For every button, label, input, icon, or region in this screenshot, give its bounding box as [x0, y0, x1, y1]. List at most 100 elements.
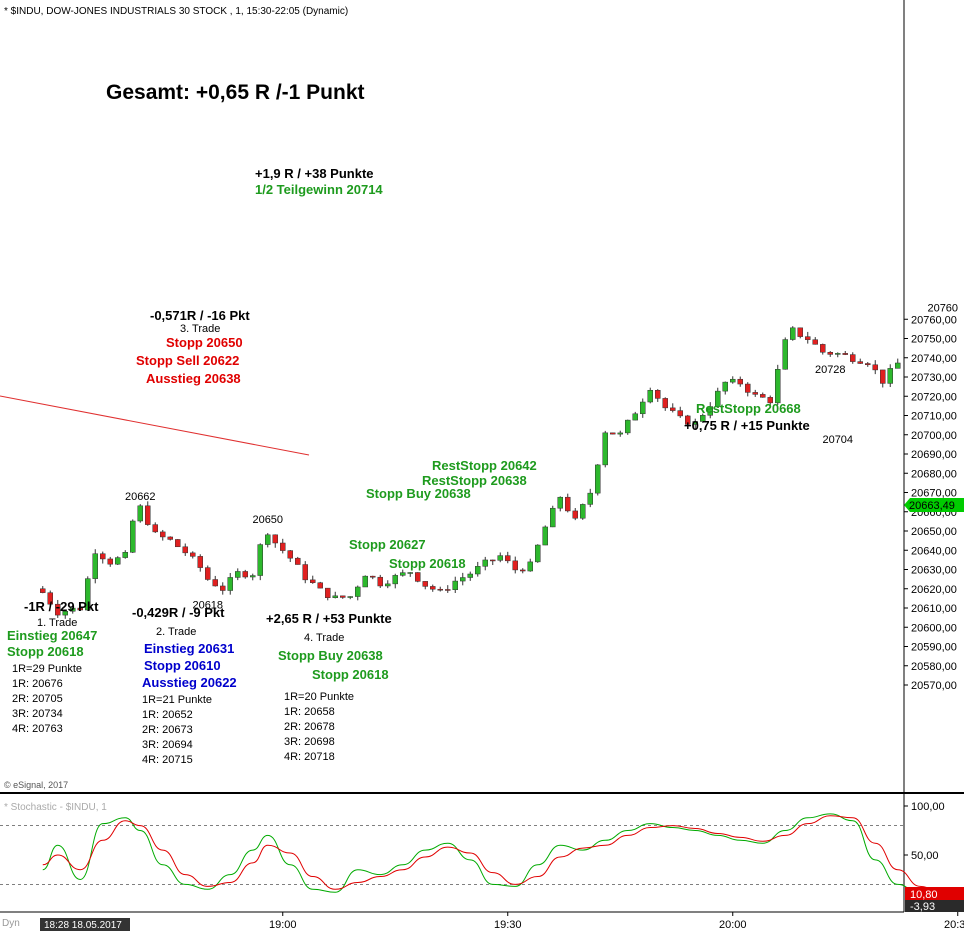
candle-body-down [287, 550, 293, 559]
level-label-20662: 20662 [125, 491, 156, 503]
candle-body-down [160, 531, 166, 538]
candle-body-down [175, 539, 181, 548]
candle [722, 381, 728, 395]
price-tick-label: 20630,00 [911, 565, 957, 577]
candle-body-down [47, 592, 53, 605]
candle [377, 574, 383, 588]
candle [820, 343, 826, 355]
candle [137, 504, 143, 523]
stochastic-line-k [42, 813, 964, 897]
candle [287, 549, 293, 563]
candle-body-down [872, 364, 878, 371]
candle [880, 369, 886, 388]
price-tick-label: 20690,00 [911, 449, 957, 461]
trade-1-r3: 3R: 20734 [12, 708, 63, 720]
candle-body-down [415, 572, 421, 582]
candle [670, 403, 676, 413]
stochastic-line-d [42, 815, 964, 896]
candle [737, 376, 743, 387]
price-tick-label: 20700,00 [911, 430, 957, 442]
trade-4-r4: 4R: 20718 [284, 751, 335, 763]
trade-1-title: 1. Trade [37, 617, 77, 629]
candle-body-down [572, 510, 578, 519]
price-tick-label: 20740,00 [911, 353, 957, 365]
candle-body-down [610, 432, 616, 435]
candle-body-up [265, 534, 271, 545]
candle-body-up [70, 607, 76, 612]
candle [355, 585, 361, 601]
candle [557, 496, 563, 512]
trade-2-r-points: 1R=21 Punkte [142, 694, 212, 706]
trade-4-r-points: 1R=20 Punkte [284, 691, 354, 703]
candle [107, 556, 113, 567]
candle [602, 430, 608, 468]
trade-2-entry: Einstieg 20631 [144, 641, 234, 656]
candle [242, 569, 248, 579]
candle-body-down [685, 415, 691, 425]
candle [767, 395, 773, 408]
candle [610, 432, 616, 435]
candle-body-up [332, 595, 338, 598]
candle-body-down [167, 536, 173, 540]
candle [895, 358, 901, 369]
stochastic-value-tags: 10,80 -3,93 [905, 887, 964, 913]
candle [587, 488, 593, 508]
candle [347, 596, 353, 600]
candle-body-up [115, 557, 121, 565]
candle [535, 544, 541, 563]
stochastic-d-value: -3,93 [910, 901, 935, 913]
candle [445, 585, 451, 593]
candle-body-down [100, 553, 106, 560]
candle [707, 402, 713, 419]
candle [92, 549, 98, 584]
candle-body-down [505, 555, 511, 562]
candle-body-up [235, 571, 241, 578]
candle [550, 505, 556, 528]
candle [805, 331, 811, 344]
candle-body-up [257, 544, 263, 576]
price-axis: 20760,00 20750,00 20740,00 20730,00 20720,00… [904, 314, 957, 692]
candle-body-up [392, 575, 398, 585]
trade-4-stop-buy: Stopp Buy 20638 [278, 648, 383, 663]
candle [422, 581, 428, 590]
candle-body-down [145, 505, 151, 525]
candle [100, 551, 106, 564]
candle [700, 413, 706, 424]
candle-body-down [107, 558, 113, 565]
stochastic-d-tag [905, 900, 964, 912]
candle-body-up [62, 611, 68, 616]
candle-body-up [92, 553, 98, 579]
stochastic-tick-label: 100,00 [911, 801, 945, 813]
candle-body-up [385, 583, 391, 587]
candle-body-up [362, 575, 368, 588]
candle-body-down [437, 588, 443, 591]
time-cursor-label: 18:28 18.05.2017 [44, 920, 122, 931]
candle [475, 561, 481, 577]
candle-body-down [430, 586, 436, 590]
candle-body-up [625, 419, 631, 434]
trade-2-exit: Ausstieg 20622 [142, 675, 237, 690]
candle [460, 572, 466, 586]
trade-2-r2: 2R: 20673 [142, 724, 193, 736]
candle [250, 573, 256, 581]
candle [775, 364, 781, 406]
candle-body-up [250, 575, 256, 578]
price-tick-label: 20720,00 [911, 391, 957, 403]
trade-2-title: 2. Trade [156, 626, 196, 638]
candle [182, 543, 188, 556]
candle [272, 534, 278, 548]
stopp-20618: Stopp 20618 [389, 556, 466, 571]
candle-body-down [55, 603, 61, 616]
candle-body-down [190, 552, 196, 557]
reststopp-20638: RestStopp 20638 [422, 473, 527, 488]
candle-body-up [227, 577, 233, 591]
candle [370, 575, 376, 580]
trade-3-stop: Stopp 20650 [166, 335, 243, 350]
candle [542, 525, 548, 546]
candle [745, 382, 751, 397]
candle [760, 392, 766, 398]
trade-3-title: 3. Trade [180, 323, 220, 335]
trade-2-stop: Stopp 20610 [144, 658, 221, 673]
